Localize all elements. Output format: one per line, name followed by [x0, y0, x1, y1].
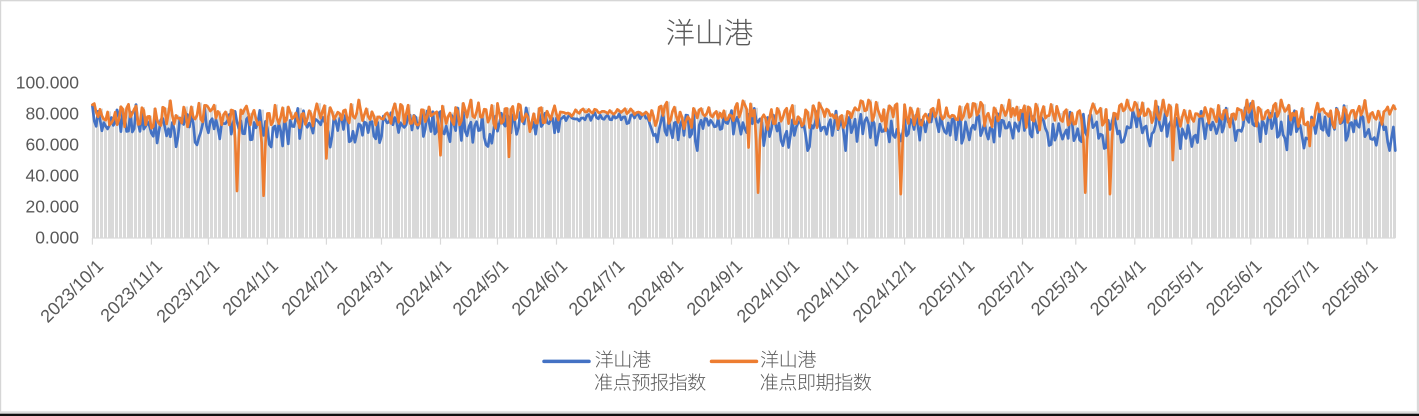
svg-text:0.000: 0.000: [35, 228, 79, 248]
svg-text:60.000: 60.000: [25, 134, 79, 154]
svg-text:20.000: 20.000: [25, 197, 79, 217]
svg-text:80.000: 80.000: [25, 103, 79, 123]
svg-text:100.000: 100.000: [16, 72, 80, 92]
svg-text:40.000: 40.000: [25, 166, 79, 186]
